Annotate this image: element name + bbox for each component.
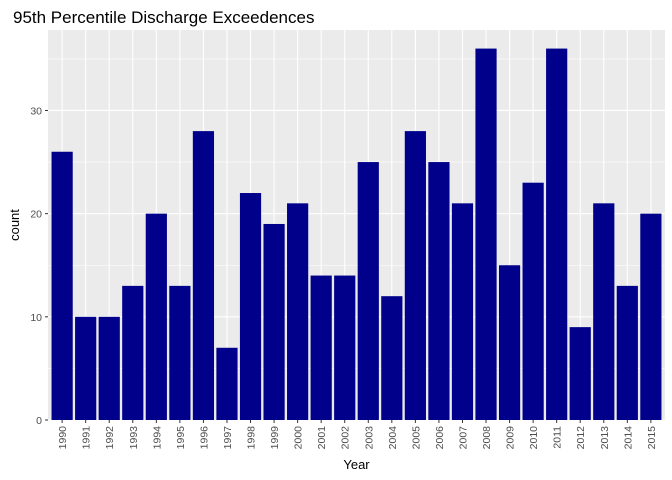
x-tick-label: 1992	[104, 426, 116, 450]
bar-1996	[192, 131, 215, 420]
x-tick-label: 2000	[293, 426, 305, 450]
bar-1992	[98, 316, 120, 420]
bar-1995	[169, 285, 191, 420]
bar-1990	[51, 151, 73, 420]
x-tick-label: 2015	[646, 426, 658, 450]
x-tick-label: 2005	[410, 426, 422, 450]
bar-2005	[404, 131, 426, 420]
bar-2003	[357, 162, 379, 421]
bar-1993	[122, 285, 144, 420]
x-tick-label: 1997	[222, 426, 234, 450]
bar-2009	[498, 265, 521, 420]
y-tick-label: 10	[30, 312, 42, 324]
x-tick-label: 1991	[81, 426, 93, 450]
x-tick-label: 2003	[363, 426, 375, 450]
x-tick-label: 2004	[387, 426, 399, 450]
x-axis: 1990 1991 1992 1993 1994 1995 1996 1997 1998 1999…	[57, 420, 658, 449]
x-tick-label: 2001	[316, 426, 328, 450]
y-axis-title: count	[7, 209, 22, 241]
x-tick-label: 2011	[552, 426, 564, 449]
bar-1998	[239, 193, 262, 420]
x-tick-label: 2012	[575, 426, 587, 450]
bars	[51, 48, 662, 421]
bar-2004	[381, 296, 403, 420]
y-tick-label: 0	[36, 415, 42, 427]
bar-2012	[569, 327, 591, 420]
x-tick-label: 2002	[340, 426, 352, 450]
chart-title: 95th Percentile Discharge Exceedences	[13, 8, 314, 27]
x-tick-label: 1993	[128, 426, 140, 450]
bar-2002	[334, 275, 356, 420]
x-tick-label: 2014	[622, 426, 634, 450]
bar-2006	[428, 162, 450, 421]
bar-2010	[522, 182, 544, 420]
bar-1997	[216, 347, 238, 420]
x-tick-label: 1995	[175, 426, 187, 450]
y-tick-label: 30	[30, 105, 42, 117]
y-tick-label: 20	[30, 209, 42, 221]
x-tick-label: 2008	[481, 426, 493, 450]
bar-2013	[593, 203, 615, 420]
bar-1991	[75, 316, 97, 420]
bar-2008	[475, 48, 497, 420]
y-axis: 0 10 20 30	[30, 105, 48, 427]
bar-1999	[263, 223, 285, 420]
x-tick-label: 1998	[246, 426, 258, 450]
x-tick-label: 2013	[599, 426, 611, 450]
x-tick-label: 2009	[505, 426, 517, 450]
x-tick-label: 1990	[57, 426, 69, 450]
bar-2000	[287, 203, 309, 420]
bar-1994	[145, 213, 167, 420]
x-tick-label: 2010	[528, 426, 540, 450]
bar-2011	[546, 48, 568, 420]
bar-2001	[310, 275, 332, 420]
x-tick-label: 1999	[269, 426, 281, 450]
x-tick-label: 2007	[457, 426, 469, 450]
bar-2007	[451, 203, 474, 420]
x-tick-label: 1994	[151, 426, 163, 450]
bar-2014	[616, 285, 638, 420]
bar-2015	[640, 213, 662, 420]
x-tick-label: 2006	[434, 426, 446, 450]
x-axis-title: Year	[343, 457, 370, 472]
x-tick-label: 1996	[198, 426, 210, 450]
